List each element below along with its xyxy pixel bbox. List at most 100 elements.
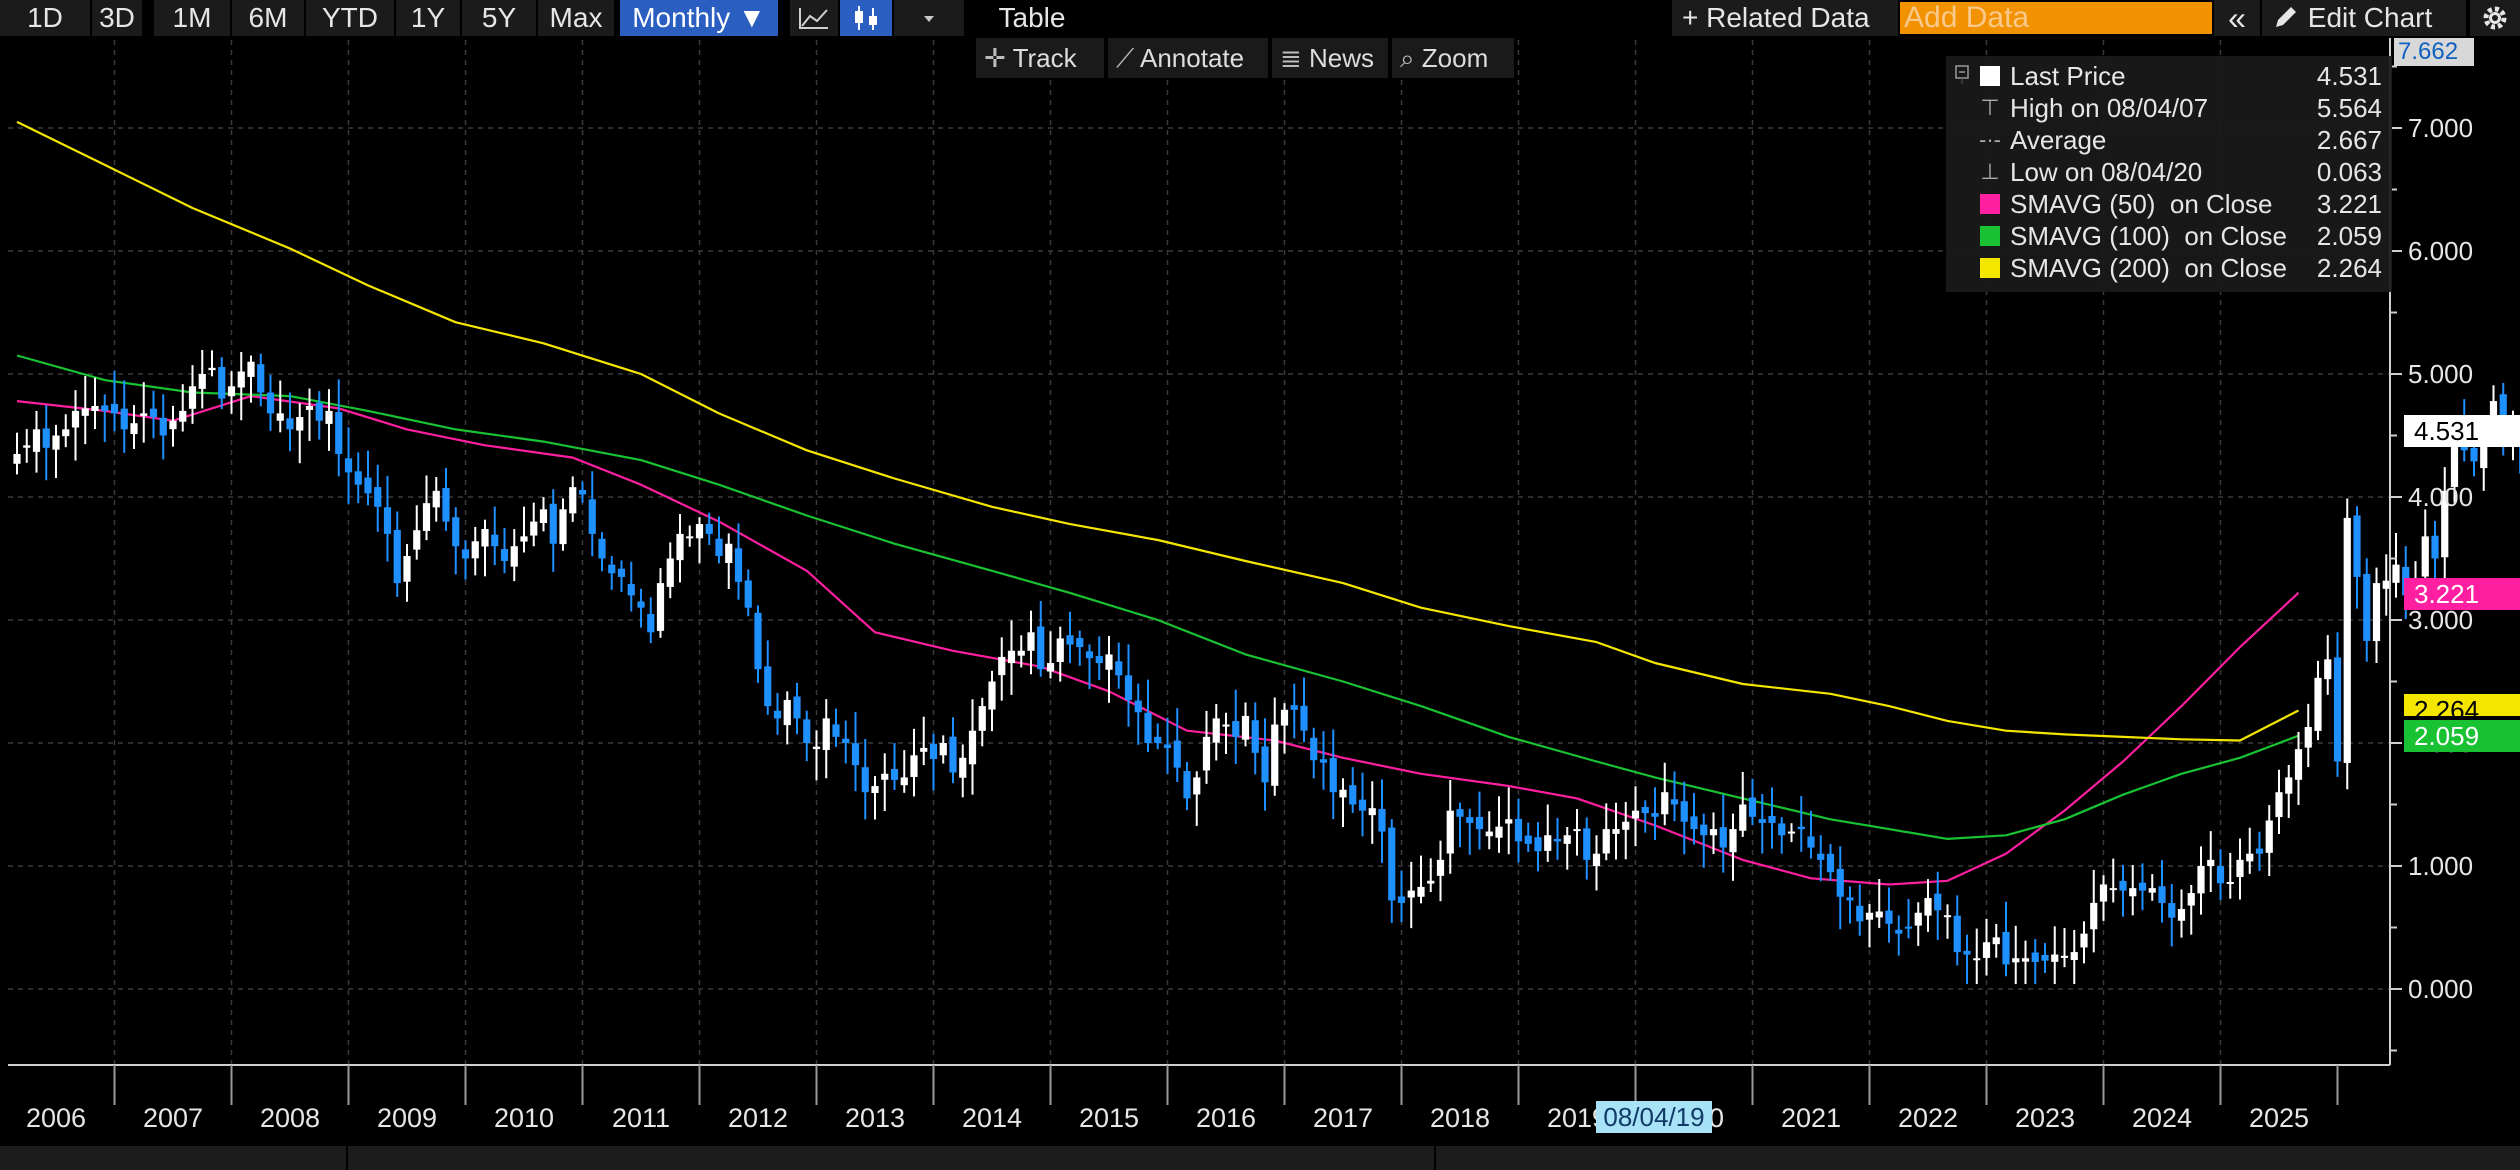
- candle-body: [1232, 721, 1240, 737]
- legend-value: 2.264: [2316, 253, 2382, 283]
- candle-body: [715, 538, 723, 557]
- candle-body: [1680, 801, 1688, 822]
- candle-body: [2265, 820, 2273, 853]
- axis-top-value-tag: 7.662: [2394, 38, 2474, 66]
- candle-body: [42, 428, 50, 448]
- candle-body: [832, 724, 840, 737]
- legend-item-low[interactable]: ⊥ Low on 08/04/20 0.063: [1946, 156, 2392, 188]
- candle-body: [1573, 829, 1581, 832]
- range-1d-button[interactable]: 1D: [0, 0, 92, 36]
- annotate-button[interactable]: ⟋ Annotate: [1108, 38, 1268, 78]
- candle-body: [2294, 749, 2303, 780]
- price-chart[interactable]: 7.0006.0005.0004.0003.0002.0001.0000.000…: [0, 0, 2520, 1146]
- candle-body: [1914, 912, 1922, 926]
- candle-body: [296, 417, 304, 431]
- candlestick-button[interactable]: [840, 0, 894, 36]
- candle-body: [1856, 905, 1864, 922]
- candle-body: [2255, 848, 2264, 854]
- range-1y-button[interactable]: 1Y: [396, 0, 462, 36]
- chart-style-dropdown[interactable]: [894, 0, 966, 36]
- candle-body: [871, 786, 879, 794]
- candle-body: [169, 420, 177, 430]
- candle-body: [2236, 859, 2244, 878]
- candle-body: [1076, 638, 1084, 648]
- candle-body: [1661, 792, 1669, 815]
- candle-body: [686, 536, 694, 539]
- candle-body: [822, 718, 830, 750]
- legend-item-sma50[interactable]: SMAVG (50) on Close 3.221: [1946, 188, 2392, 220]
- candle-body: [2363, 573, 2371, 641]
- candle-body: [1719, 827, 1727, 848]
- zoom-button[interactable]: ⌕ Zoom: [1392, 38, 1514, 78]
- add-data-input[interactable]: [1900, 2, 2212, 34]
- track-button[interactable]: ✛ Track: [976, 38, 1104, 78]
- candle-body: [266, 392, 275, 414]
- range-5y-button[interactable]: 5Y: [462, 0, 538, 36]
- candle-body: [2177, 909, 2186, 921]
- candle-body: [2070, 952, 2078, 961]
- candle-body: [1037, 626, 1045, 670]
- legend-item-average[interactable]: -·- Average 2.667: [1946, 124, 2392, 156]
- range-6m-button[interactable]: 6M: [232, 0, 306, 36]
- candle-body: [130, 423, 138, 435]
- range-1m-button[interactable]: 1M: [154, 0, 232, 36]
- candle-body: [198, 374, 206, 389]
- candle-body: [842, 738, 850, 743]
- candle-body: [881, 773, 889, 780]
- candle-body: [656, 583, 665, 631]
- period-dropdown[interactable]: Monthly ▼: [620, 0, 780, 36]
- candle-body: [773, 710, 782, 719]
- candle-body: [539, 509, 548, 524]
- candle-body: [1222, 724, 1230, 727]
- legend-swatch: [1980, 258, 2000, 278]
- candle-body: [1690, 816, 1698, 830]
- x-tick-label: 2025: [2249, 1103, 2309, 1133]
- candle-body: [2099, 884, 2108, 902]
- candle-body: [812, 746, 821, 750]
- legend-item-sma100[interactable]: SMAVG (100) on Close 2.059: [1946, 220, 2392, 252]
- range-3d-button[interactable]: 3D: [92, 0, 144, 36]
- candle-body: [559, 509, 567, 545]
- range-ytd-button[interactable]: YTD: [306, 0, 396, 36]
- table-button[interactable]: Table: [976, 0, 1090, 36]
- candle-body: [1651, 813, 1659, 817]
- legend-item-high[interactable]: ⊤ High on 08/04/07 5.564: [1946, 92, 2392, 124]
- legend-item-last-price[interactable]: Last Price 4.531: [1946, 60, 2392, 92]
- edit-chart-button[interactable]: Edit Chart: [2262, 0, 2468, 36]
- candle-body: [1066, 635, 1074, 645]
- x-tick-label: 2007: [143, 1103, 203, 1133]
- candle-body: [1934, 893, 1942, 911]
- candle-body: [2031, 952, 2039, 962]
- candle-body: [1290, 705, 1298, 710]
- news-button[interactable]: ≣ News: [1272, 38, 1388, 78]
- candle-body: [208, 367, 216, 371]
- candle-body: [325, 410, 333, 424]
- line-chart-icon: [799, 8, 828, 29]
- candle-body: [1982, 942, 1991, 958]
- range-max-button[interactable]: Max: [538, 0, 616, 36]
- candle-body: [2168, 903, 2176, 918]
- collapse-button[interactable]: «: [2214, 0, 2262, 36]
- candle-body: [988, 681, 996, 710]
- candle-body: [1602, 829, 1610, 854]
- candle-body: [608, 564, 616, 574]
- x-tick-label: 2011: [612, 1103, 670, 1133]
- candle-body: [1115, 661, 1123, 676]
- candle-body: [705, 523, 713, 534]
- candle-body: [52, 435, 60, 450]
- candle-body: [725, 543, 733, 563]
- candle-body: [2119, 880, 2127, 891]
- legend-label: Last Price: [2010, 61, 2126, 91]
- news-label: News: [1309, 43, 1375, 73]
- candle-body: [374, 487, 382, 507]
- candle-body: [2343, 517, 2351, 763]
- legend-collapse-icon[interactable]: [1954, 64, 1974, 84]
- line-chart-button[interactable]: [790, 0, 840, 36]
- candle-body: [1134, 700, 1142, 713]
- settings-button[interactable]: [2470, 0, 2520, 36]
- legend-item-sma200[interactable]: SMAVG (200) on Close 2.264: [1946, 252, 2392, 284]
- related-data-button[interactable]: + Related Data: [1672, 0, 1900, 36]
- candle-body: [227, 386, 236, 397]
- sma100-line: [16, 354, 2299, 841]
- candle-body: [1943, 915, 1952, 918]
